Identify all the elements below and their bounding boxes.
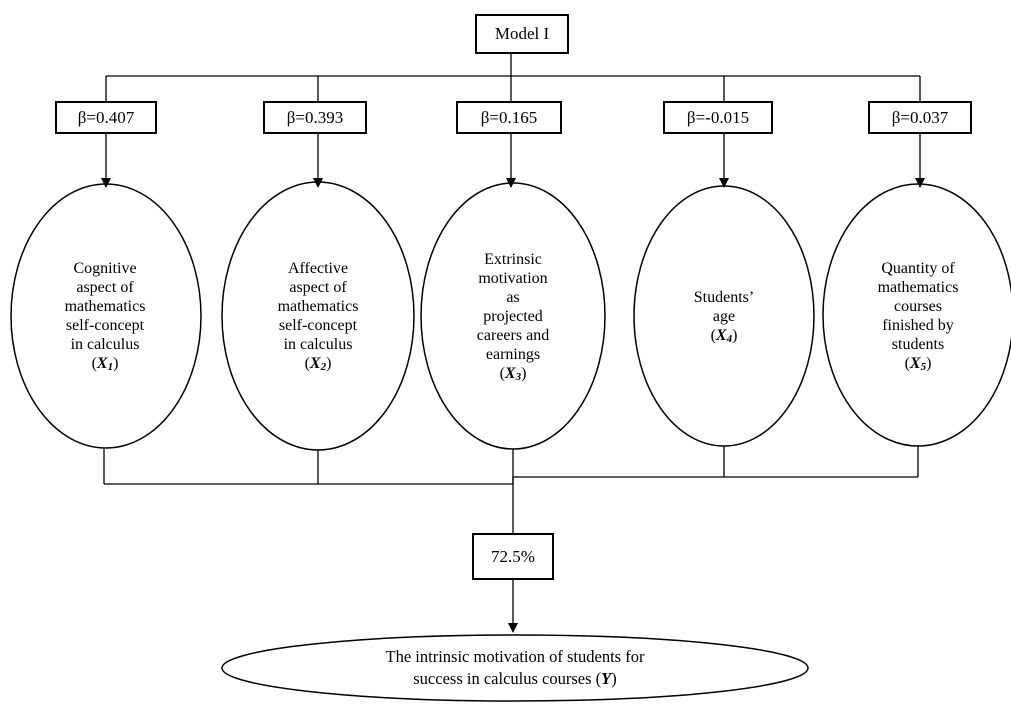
predictor-line: mathematics (64, 298, 146, 315)
beta-box-x3: β=0.165 (456, 101, 562, 134)
predictor-variable: (X5) (904, 355, 932, 373)
predictor-line: Students’ (693, 288, 755, 306)
predictor-line: mathematics (877, 279, 959, 296)
beta-value: β=-0.015 (686, 107, 750, 127)
predictor-x1-label: Cognitive aspect of mathematics self-con… (20, 196, 190, 436)
outcome-ellipse (221, 634, 809, 702)
predictor-x3-label: Extrinsic motivation as projected career… (428, 196, 598, 436)
beta-value: β=0.037 (891, 107, 949, 127)
outcome-line-2: success in calculus courses (Y) (413, 669, 617, 688)
predictor-variable: (X3) (499, 364, 527, 383)
outcome-label: The intrinsic motivation of students for… (222, 636, 808, 700)
predictor-variable: (X1) (91, 355, 119, 373)
predictor-x4-label: Students’ age (X4) (639, 196, 809, 436)
predictor-line: aspect of (76, 279, 134, 296)
beta-box-x5: β=0.037 (868, 101, 972, 134)
predictor-line: earnings (485, 345, 541, 363)
predictor-line: aspect of (289, 279, 347, 296)
beta-value: β=0.165 (480, 107, 538, 127)
predictor-variable: (X4) (710, 326, 738, 345)
predictor-line: in calculus (70, 336, 140, 353)
beta-box-x2: β=0.393 (263, 101, 367, 134)
model-title-box: Model I (475, 14, 569, 54)
r-squared-box: 72.5% (472, 533, 554, 580)
outcome-variable: Y (601, 669, 612, 688)
predictor-line: motivation (478, 269, 548, 287)
predictor-line: as (506, 288, 520, 306)
beta-box-x1: β=0.407 (55, 101, 157, 134)
predictor-line: careers and (476, 326, 550, 344)
predictor-line: courses (894, 298, 942, 315)
predictor-line: finished by (882, 317, 954, 334)
predictor-line: self-concept (65, 317, 145, 334)
predictor-line: self-concept (278, 317, 358, 334)
predictor-line: projected (483, 307, 543, 325)
ellipse-x1 (10, 183, 202, 449)
predictor-line: in calculus (283, 336, 353, 353)
outcome-line-1: The intrinsic motivation of students for (385, 647, 645, 666)
predictor-line: students (891, 336, 945, 353)
beta-value: β=0.407 (77, 107, 135, 127)
predictor-line: mathematics (277, 298, 359, 315)
beta-value: β=0.393 (286, 107, 344, 127)
predictor-variable: (X2) (304, 355, 332, 373)
model-title: Model I (494, 24, 550, 43)
predictor-line: Cognitive (73, 260, 137, 277)
beta-box-x4: β=-0.015 (663, 101, 773, 134)
predictor-line: Quantity of (881, 260, 955, 277)
predictor-x2-label: Affective aspect of mathematics self-con… (233, 196, 403, 436)
predictor-line: Affective (287, 260, 349, 277)
predictor-x5-label: Quantity of mathematics courses finished… (833, 196, 1003, 436)
r-squared-value: 72.5% (491, 546, 535, 566)
predictor-line: age (712, 307, 736, 325)
predictor-line: Extrinsic (484, 250, 542, 268)
